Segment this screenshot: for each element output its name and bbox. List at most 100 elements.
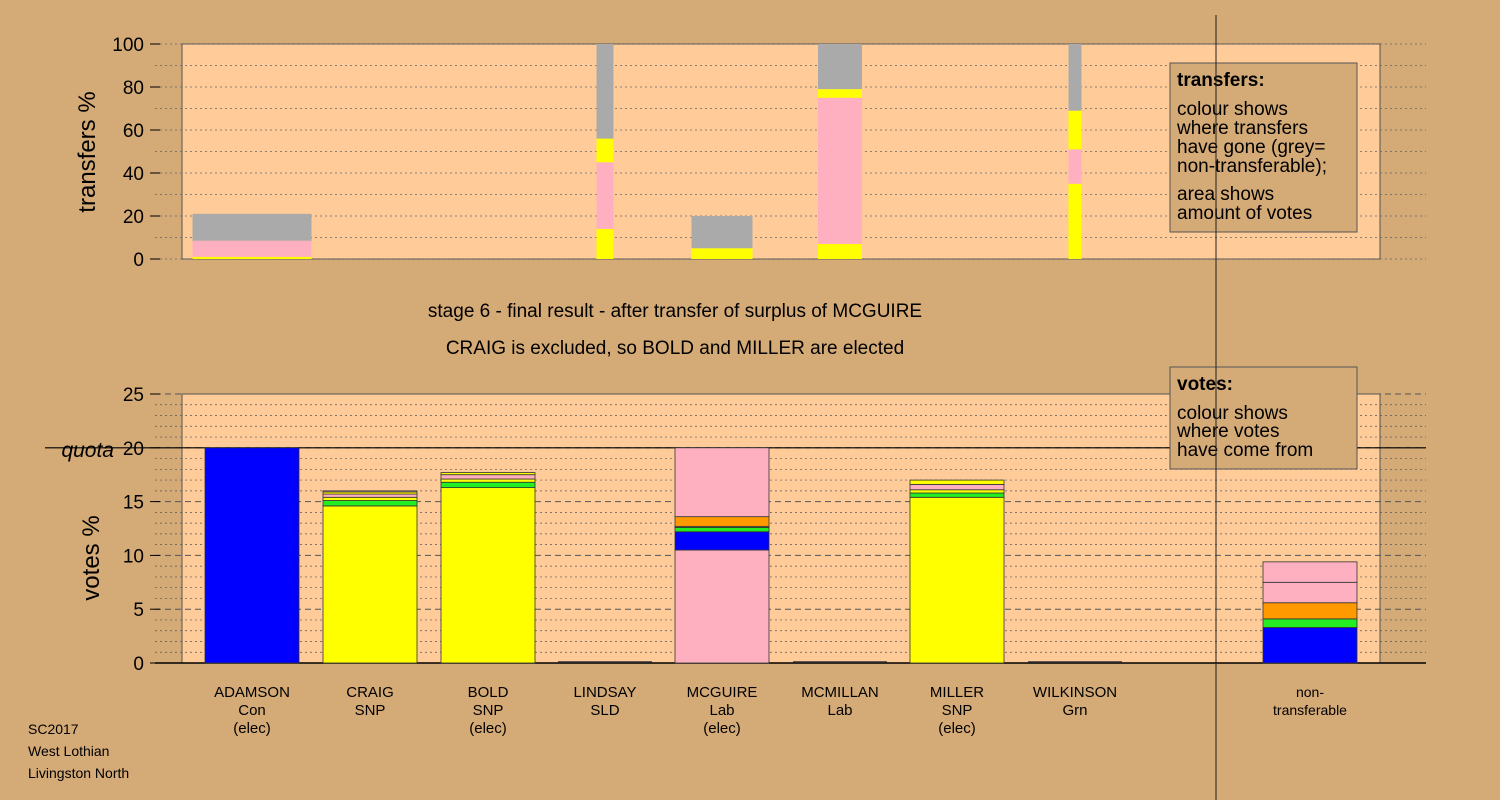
transfer-segment-mcguire [691, 248, 753, 259]
vote-segment [909, 489, 1005, 494]
transfers-legend-line: non-transferable); [1177, 156, 1327, 177]
transfers-tick-label: 80 [123, 78, 144, 99]
transfer-segment-mcguire [691, 216, 753, 249]
votes-tick-label: 10 [123, 546, 144, 567]
category-label: WILKINSON [1033, 684, 1117, 701]
vote-segment [440, 478, 536, 483]
votes-legend-line: where votes [1176, 421, 1279, 442]
footer: SC2017 West Lothian Livingston North [28, 718, 129, 784]
vote-segment [674, 447, 770, 518]
category-label: Con [238, 702, 266, 719]
transfer-segment-wilkinson [1068, 110, 1082, 150]
transfers-tick-label: 0 [133, 250, 144, 271]
votes-axis-label: votes % [78, 515, 105, 600]
vote-segment [1262, 602, 1358, 620]
transfers-tick-label: 60 [123, 121, 144, 142]
footer-year: SC2017 [28, 721, 79, 737]
vote-segment [674, 527, 770, 533]
transfer-segment-craig [596, 138, 614, 163]
category-label: ADAMSON [214, 684, 290, 701]
vote-segment [674, 549, 770, 664]
category-label: (elec) [703, 720, 741, 737]
vote-segment [440, 481, 536, 489]
category-label: Lab [709, 702, 734, 719]
footer-ward: Livingston North [28, 765, 130, 781]
transfer-segment-mcmillan [818, 89, 862, 98]
transfers-tick-label: 40 [123, 164, 144, 185]
category-label: SNP [942, 702, 973, 719]
votes-legend-title: votes: [1177, 374, 1233, 395]
vote-segment [204, 447, 300, 664]
transfer-segment-craig [596, 162, 614, 229]
transfers-tick-label: 100 [112, 35, 144, 56]
vote-segment [909, 492, 1005, 498]
category-label: SLD [590, 702, 619, 719]
transfers-tick-label: 20 [123, 207, 144, 228]
transfer-segment-mcmillan [818, 243, 862, 259]
transfer-segment-mcmillan [818, 97, 862, 244]
category-label: CRAIG [346, 684, 394, 701]
votes-tick-label: 20 [123, 439, 144, 460]
transfers-legend-title: transfers: [1177, 70, 1265, 91]
transfer-segment-adamson [192, 240, 312, 257]
transfer-segment-adamson [192, 213, 312, 241]
category-label: BOLD [468, 684, 509, 701]
vote-segment [440, 487, 536, 664]
transfer-segment-wilkinson [1068, 44, 1082, 111]
vote-segment [909, 479, 1005, 485]
vote-segment [674, 531, 770, 551]
category-label: MILLER [930, 684, 984, 701]
category-label: transferable [1273, 702, 1347, 718]
quota-label: quota [61, 439, 114, 462]
votes-tick-label: 0 [133, 654, 144, 675]
vote-segment [322, 500, 418, 507]
category-label: MCMILLAN [801, 684, 879, 701]
vote-segment [674, 516, 770, 527]
vote-segment [322, 493, 418, 498]
vote-segment [440, 472, 536, 476]
stage-caption: stage 6 - final result - after transfer … [427, 301, 923, 322]
votes-legend-line: colour shows [1177, 403, 1288, 424]
transfers-legend-box [1169, 62, 1358, 233]
vote-segment [909, 496, 1005, 664]
vote-segment [322, 490, 418, 493]
transfers-axis-label: transfers % [74, 91, 101, 212]
transfers-legend-line: where transfers [1176, 118, 1308, 139]
category-label: non- [1296, 684, 1324, 700]
vote-segment [440, 474, 536, 480]
transfers-legend-line: amount of votes [1177, 203, 1312, 224]
category-label: (elec) [938, 720, 976, 737]
transfer-segment-wilkinson [1068, 183, 1082, 259]
votes-tick-label: 5 [133, 600, 144, 621]
transfer-segment-craig [596, 228, 614, 259]
vote-segment [322, 505, 418, 664]
votes-legend-box [1169, 366, 1358, 470]
transfers-legend-line: have gone (grey= [1177, 137, 1325, 158]
category-label: (elec) [469, 720, 507, 737]
category-label: MCGUIRE [687, 684, 758, 701]
transfers-legend-line: area shows [1177, 184, 1274, 205]
category-label: LINDSAY [573, 684, 636, 701]
footer-council: West Lothian [28, 743, 110, 759]
vote-segment [1262, 581, 1358, 604]
vote-segment [1262, 561, 1358, 583]
votes-tick-label: 25 [123, 385, 144, 406]
transfer-segment-adamson [192, 256, 312, 259]
vote-segment [1262, 618, 1358, 628]
category-label: (elec) [233, 720, 271, 737]
votes-tick-label: 15 [123, 493, 144, 514]
vote-segment [909, 483, 1005, 491]
result-caption: CRAIG is excluded, so BOLD and MILLER ar… [445, 338, 905, 359]
category-label: Lab [827, 702, 852, 719]
transfer-segment-mcmillan [818, 44, 862, 90]
vote-segment [322, 496, 418, 501]
transfer-segment-craig [596, 44, 614, 139]
votes-legend-line: have come from [1177, 440, 1313, 461]
category-label: SNP [473, 702, 504, 719]
transfer-segment-wilkinson [1068, 149, 1082, 184]
vote-segment [1262, 627, 1358, 664]
category-label: Grn [1062, 702, 1087, 719]
transfers-legend-line: colour shows [1177, 99, 1288, 120]
category-label: SNP [355, 702, 386, 719]
